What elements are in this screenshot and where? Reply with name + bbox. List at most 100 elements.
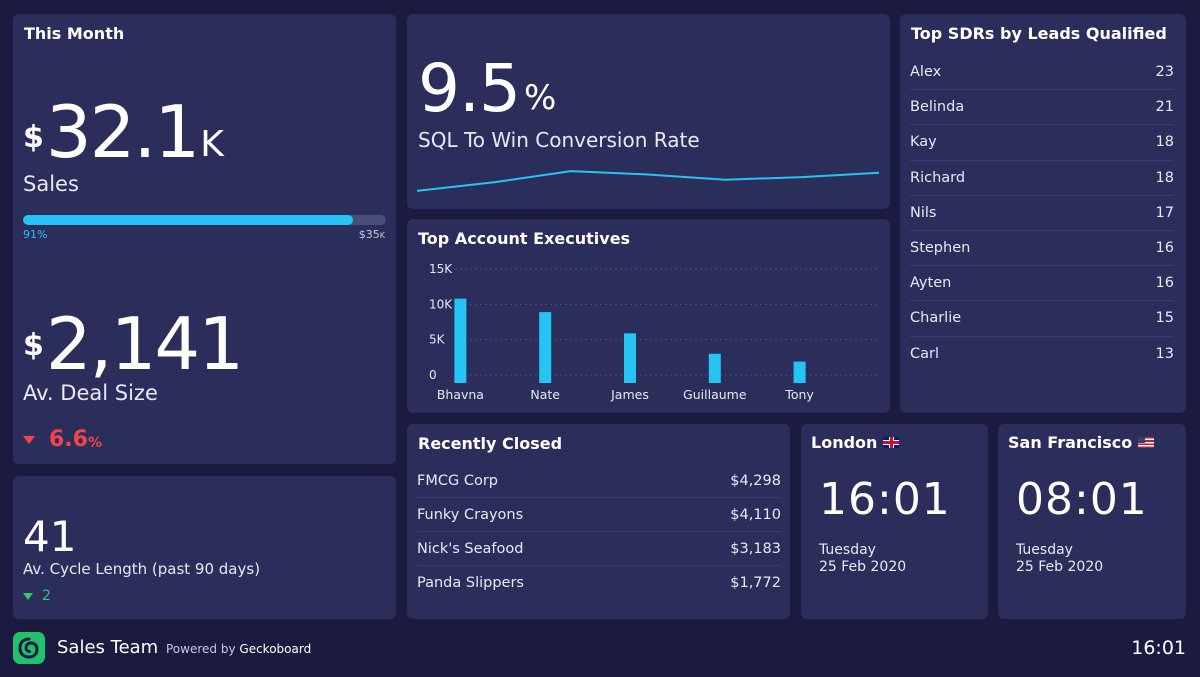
sdr-name: Belinda — [910, 99, 965, 116]
sales-suffix: K — [200, 124, 224, 165]
sdr-row: Carl 13 — [910, 337, 1174, 372]
clock-city: London — [811, 433, 900, 452]
recently-closed-row: Nick's Seafood $3,183 — [417, 532, 781, 566]
footer-clock: 16:01 — [1131, 637, 1186, 659]
sdr-name: Ayten — [910, 275, 952, 292]
sdr-row: Alex 23 — [910, 55, 1174, 91]
x-tick-label: Bhavna — [437, 387, 484, 402]
team-name: Sales Team — [57, 637, 159, 658]
deal-name: Panda Slippers — [417, 575, 524, 591]
clock-card-san-francisco: San Francisco 08:01 Tuesday 25 Feb 2020 — [998, 424, 1186, 619]
sparkline-line — [417, 170, 879, 192]
sdr-name: Charlie — [910, 310, 962, 327]
y-tick-label: 0 — [429, 368, 437, 382]
footer: Sales Team Powered by Geckoboard 16:01 — [0, 626, 1200, 677]
conversion-sparkline — [417, 170, 879, 192]
progress-percent: 91% — [23, 228, 48, 241]
powered-brand: Geckoboard — [239, 642, 312, 656]
progress-target: $35K — [358, 228, 385, 241]
bar — [793, 361, 806, 383]
recently-closed-row: Panda Slippers $1,772 — [417, 566, 781, 600]
deal-amount: $1,772 — [730, 575, 781, 591]
sdr-row: Richard 18 — [910, 161, 1174, 196]
sales-progress-bar — [23, 215, 386, 225]
x-tick-label: Nate — [530, 387, 560, 402]
sales-number: 32.1 — [45, 90, 200, 174]
clock-card-london: London 16:01 Tuesday 25 Feb 2020 — [801, 424, 988, 619]
cycle-value: 41 — [23, 512, 77, 561]
powered-by: Powered by Geckoboard — [166, 642, 312, 656]
deal-number: 2,141 — [45, 302, 244, 386]
sdr-count: 16 — [1155, 275, 1174, 292]
sdr-count: 23 — [1155, 64, 1174, 81]
trend-down-icon — [23, 435, 35, 444]
deal-currency: $ — [23, 328, 44, 363]
sdr-card: Top SDRs by Leads Qualified Alex 23 Belind… — [900, 14, 1186, 413]
cycle-trend-value: 2 — [42, 588, 51, 604]
bar — [624, 333, 636, 383]
sdr-count: 16 — [1155, 240, 1174, 257]
sdr-count: 13 — [1155, 346, 1174, 363]
clock-time: 08:01 — [1016, 474, 1148, 525]
clock-time: 16:01 — [819, 474, 951, 525]
us-flag-icon — [1138, 437, 1155, 448]
cycle-label: Av. Cycle Length (past 90 days) — [23, 560, 261, 578]
conversion-card: 9.5 % SQL To Win Conversion Rate — [407, 14, 890, 209]
cycle-length-card: 41 Av. Cycle Length (past 90 days) 2 — [13, 476, 396, 619]
clock-date: Tuesday 25 Feb 2020 — [819, 542, 907, 575]
sdr-row: Charlie 15 — [910, 301, 1174, 337]
recently-closed-row: FMCG Corp $4,298 — [417, 464, 781, 498]
this-month-title: This Month — [24, 24, 125, 43]
x-tick-label: Guillaume — [683, 387, 747, 402]
recently-closed-card: Recently Closed FMCG Corp $4,298 Funky Cra… — [407, 424, 790, 619]
sdr-list: Alex 23 Belinda 21 Kay 18 Richard 18 Nils 17 Steph… — [910, 55, 1174, 372]
sdr-count: 21 — [1155, 99, 1174, 116]
bar — [539, 312, 552, 383]
deal-size-label: Av. Deal Size — [23, 381, 158, 405]
this-month-card: This Month $ 32.1 K Sales 91% $35K $ 2,1… — [13, 14, 396, 464]
y-tick-label: 10K — [429, 297, 453, 311]
sdr-row: Kay 18 — [910, 125, 1174, 161]
deal-trend-value: 6.6 — [49, 427, 88, 452]
deal-amount: $4,298 — [730, 472, 781, 489]
sales-value: $ 32.1 K — [23, 96, 224, 168]
deal-amount: $4,110 — [730, 506, 781, 523]
x-tick-label: Tony — [784, 387, 814, 402]
deal-name: Funky Crayons — [417, 506, 524, 523]
deal-trend: 6.6 % — [23, 427, 102, 452]
bar — [708, 353, 721, 383]
sales-currency: $ — [23, 120, 44, 155]
sdr-row: Belinda 21 — [910, 90, 1174, 126]
trend-down-icon — [23, 592, 33, 600]
conversion-unit: % — [523, 78, 557, 118]
conversion-number: 9.5 — [418, 50, 521, 127]
deal-trend-unit: % — [87, 434, 103, 451]
sdr-count: 15 — [1155, 310, 1174, 327]
conversion-label: SQL To Win Conversion Rate — [418, 128, 700, 152]
recently-closed-title: Recently Closed — [418, 434, 563, 453]
uk-flag-icon — [883, 437, 900, 448]
sdr-name: Richard — [910, 169, 966, 186]
geckoboard-logo-icon — [13, 632, 45, 664]
bar — [454, 298, 467, 383]
clock-date: Tuesday 25 Feb 2020 — [1016, 542, 1104, 575]
sdr-name: Nils — [910, 204, 937, 221]
recently-closed-list: FMCG Corp $4,298 Funky Crayons $4,110 Nick's… — [417, 464, 781, 600]
sdr-title: Top SDRs by Leads Qualified — [911, 24, 1167, 43]
sales-progress-fill — [23, 215, 354, 225]
sdr-name: Stephen — [910, 240, 971, 257]
deal-size-value: $ 2,141 — [23, 302, 244, 386]
deal-name: Nick's Seafood — [417, 540, 524, 557]
cycle-trend: 2 — [23, 588, 51, 604]
sdr-count: 17 — [1155, 204, 1174, 221]
clock-city: San Francisco — [1008, 433, 1155, 452]
account-execs-chart: 0 5K 10K 15K Bhavna Nate James Guillaume Tony — [429, 262, 879, 402]
sdr-name: Alex — [910, 64, 942, 81]
deal-name: FMCG Corp — [417, 472, 498, 489]
y-tick-label: 5K — [429, 333, 446, 347]
sdr-count: 18 — [1155, 134, 1174, 151]
sdr-row: Ayten 16 — [910, 266, 1174, 302]
sdr-name: Kay — [910, 134, 937, 151]
y-tick-label: 15K — [429, 262, 453, 276]
account-execs-title: Top Account Executives — [418, 229, 631, 248]
